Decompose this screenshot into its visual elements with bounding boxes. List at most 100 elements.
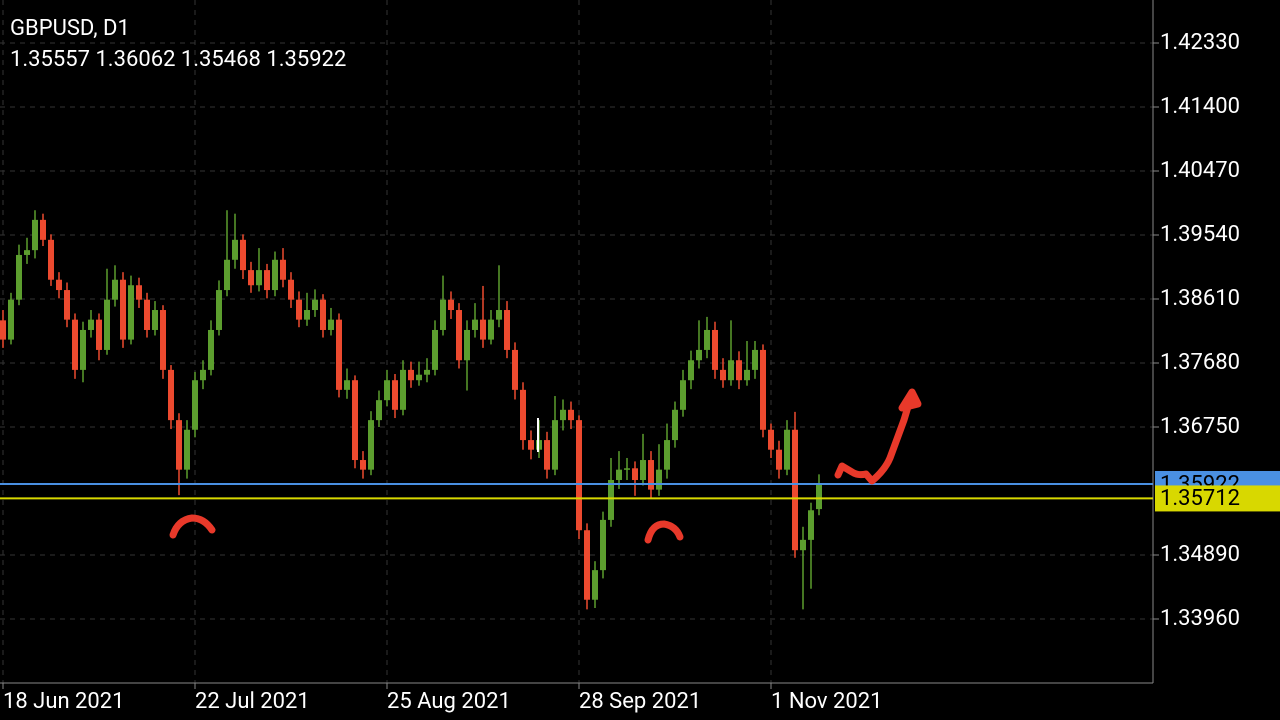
candle-body bbox=[656, 469, 662, 490]
candle-body bbox=[448, 299, 454, 311]
annotation-arrow bbox=[834, 396, 914, 485]
candle-body bbox=[120, 279, 126, 340]
candle-body bbox=[304, 310, 310, 320]
candle-body bbox=[352, 380, 358, 461]
candle-body bbox=[752, 349, 758, 370]
candle-body bbox=[128, 285, 134, 340]
y-tick-label: 1.36750 bbox=[1160, 414, 1240, 439]
axis-labels: 1.42330 1.41400 1.40470 1.39540 1.38610 1.376… bbox=[2, 30, 1240, 714]
annotation-arrowhead bbox=[898, 388, 922, 412]
quote: 1.35557 1.36062 1.35468 1.35922 bbox=[10, 47, 346, 72]
candle-body bbox=[816, 483, 822, 510]
candle-body bbox=[384, 380, 390, 401]
candle-body bbox=[440, 299, 446, 330]
candle-body bbox=[696, 349, 702, 361]
candle-body bbox=[632, 468, 638, 480]
candle-body bbox=[416, 374, 422, 381]
candle-body bbox=[584, 530, 590, 600]
candle-body bbox=[256, 270, 262, 286]
candle-body bbox=[152, 310, 158, 330]
candle-body bbox=[736, 360, 742, 381]
candle-body bbox=[64, 290, 70, 320]
candle-body bbox=[392, 380, 398, 410]
candle-body bbox=[624, 468, 630, 470]
candle-body bbox=[88, 319, 94, 330]
candle-body bbox=[608, 479, 614, 520]
x-tick-label: 22 Jul 2021 bbox=[195, 689, 310, 714]
candle-body bbox=[616, 469, 622, 480]
candle-body bbox=[272, 259, 278, 291]
candle-body bbox=[760, 349, 766, 430]
candle-body bbox=[216, 290, 222, 330]
x-tick-label: 1 Nov 2021 bbox=[771, 689, 882, 714]
candle-body bbox=[8, 299, 14, 340]
candle-body bbox=[720, 369, 726, 381]
candle-body bbox=[80, 329, 86, 370]
candle-body bbox=[312, 299, 318, 311]
candle-body bbox=[160, 310, 166, 370]
candle-body bbox=[248, 270, 254, 286]
annotation-arc bbox=[169, 514, 216, 539]
candle-body bbox=[744, 369, 750, 381]
y-tick-label: 1.34890 bbox=[1160, 542, 1240, 567]
x-tick-label: 25 Aug 2021 bbox=[387, 689, 511, 714]
y-tick-label: 1.37680 bbox=[1160, 350, 1240, 375]
candle-body bbox=[72, 319, 78, 370]
candle-body bbox=[232, 239, 238, 260]
candle-body bbox=[568, 409, 574, 421]
candle-body bbox=[192, 380, 198, 430]
candle-body bbox=[56, 279, 62, 291]
candle-body bbox=[400, 369, 406, 410]
candle-body bbox=[432, 329, 438, 370]
candle-body bbox=[504, 310, 510, 350]
candle-body bbox=[776, 449, 782, 470]
candles bbox=[0, 210, 822, 610]
candle-body bbox=[528, 440, 534, 450]
y-tick-label: 1.42330 bbox=[1160, 30, 1240, 55]
candle-body bbox=[784, 429, 790, 470]
candle-body bbox=[640, 460, 646, 480]
candle-body bbox=[672, 409, 678, 441]
candle-body bbox=[224, 259, 230, 291]
candle-body bbox=[280, 259, 286, 280]
candle-body bbox=[176, 420, 182, 470]
candle-body bbox=[40, 219, 46, 240]
chart-title: GBPUSD, D1 bbox=[10, 16, 130, 41]
x-tick-label: 18 Jun 2021 bbox=[3, 689, 125, 714]
price-label: 1.35712 bbox=[1160, 486, 1240, 511]
candle-body bbox=[296, 299, 302, 320]
candle-body bbox=[592, 570, 598, 600]
candle-body bbox=[600, 519, 606, 571]
candle-body bbox=[328, 319, 334, 330]
candle-body bbox=[112, 279, 118, 300]
candle-body bbox=[576, 420, 582, 531]
candle-body bbox=[344, 380, 350, 390]
candle-body bbox=[664, 440, 670, 470]
candle-body bbox=[168, 369, 174, 421]
y-tick-label: 1.39540 bbox=[1160, 222, 1240, 247]
y-tick-label: 1.38610 bbox=[1160, 286, 1240, 311]
candle-body bbox=[768, 429, 774, 450]
candle-body bbox=[688, 360, 694, 381]
candle-body bbox=[424, 369, 430, 375]
y-tick-label: 1.41400 bbox=[1160, 94, 1240, 119]
candle-body bbox=[320, 299, 326, 330]
candle-body bbox=[488, 319, 494, 340]
candle-body bbox=[456, 310, 462, 361]
candle-body bbox=[16, 254, 22, 300]
candle-body bbox=[512, 349, 518, 390]
candle-body bbox=[200, 369, 206, 381]
candle-body bbox=[792, 429, 798, 551]
candle-body bbox=[704, 329, 710, 350]
x-tick-label: 28 Sep 2021 bbox=[579, 689, 701, 714]
candle-body bbox=[480, 319, 486, 340]
candle-body bbox=[520, 389, 526, 441]
candle-body bbox=[264, 270, 270, 291]
candle-body bbox=[136, 285, 142, 300]
candle-body bbox=[32, 219, 38, 251]
candle-body bbox=[464, 329, 470, 361]
annotation-arc bbox=[644, 520, 684, 544]
